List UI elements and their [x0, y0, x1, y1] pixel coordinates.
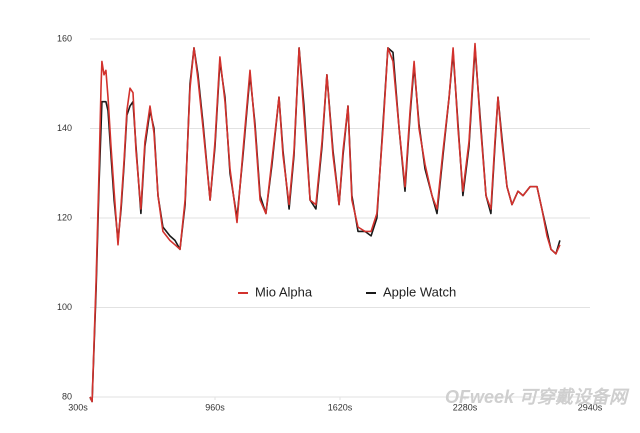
legend-label: Mio Alpha	[255, 284, 313, 299]
y-tick-label: 120	[57, 212, 72, 222]
y-tick-label: 140	[57, 123, 72, 133]
x-tick-label: 2940s	[578, 402, 603, 412]
y-tick-label: 160	[57, 33, 72, 43]
y-tick-label: 100	[57, 302, 72, 312]
legend-label: Apple Watch	[383, 284, 456, 299]
x-tick-label: 2280s	[453, 402, 478, 412]
watermark: OFweek 可穿戴设备网	[445, 387, 630, 407]
y-tick-label: 80	[62, 391, 72, 401]
x-tick-label: 300s	[68, 402, 88, 412]
legend: Mio Alpha Apple Watch	[238, 284, 456, 299]
x-tick-label: 1620s	[328, 402, 353, 412]
line-series	[89, 42, 561, 403]
x-tick-label: 960s	[205, 402, 225, 412]
